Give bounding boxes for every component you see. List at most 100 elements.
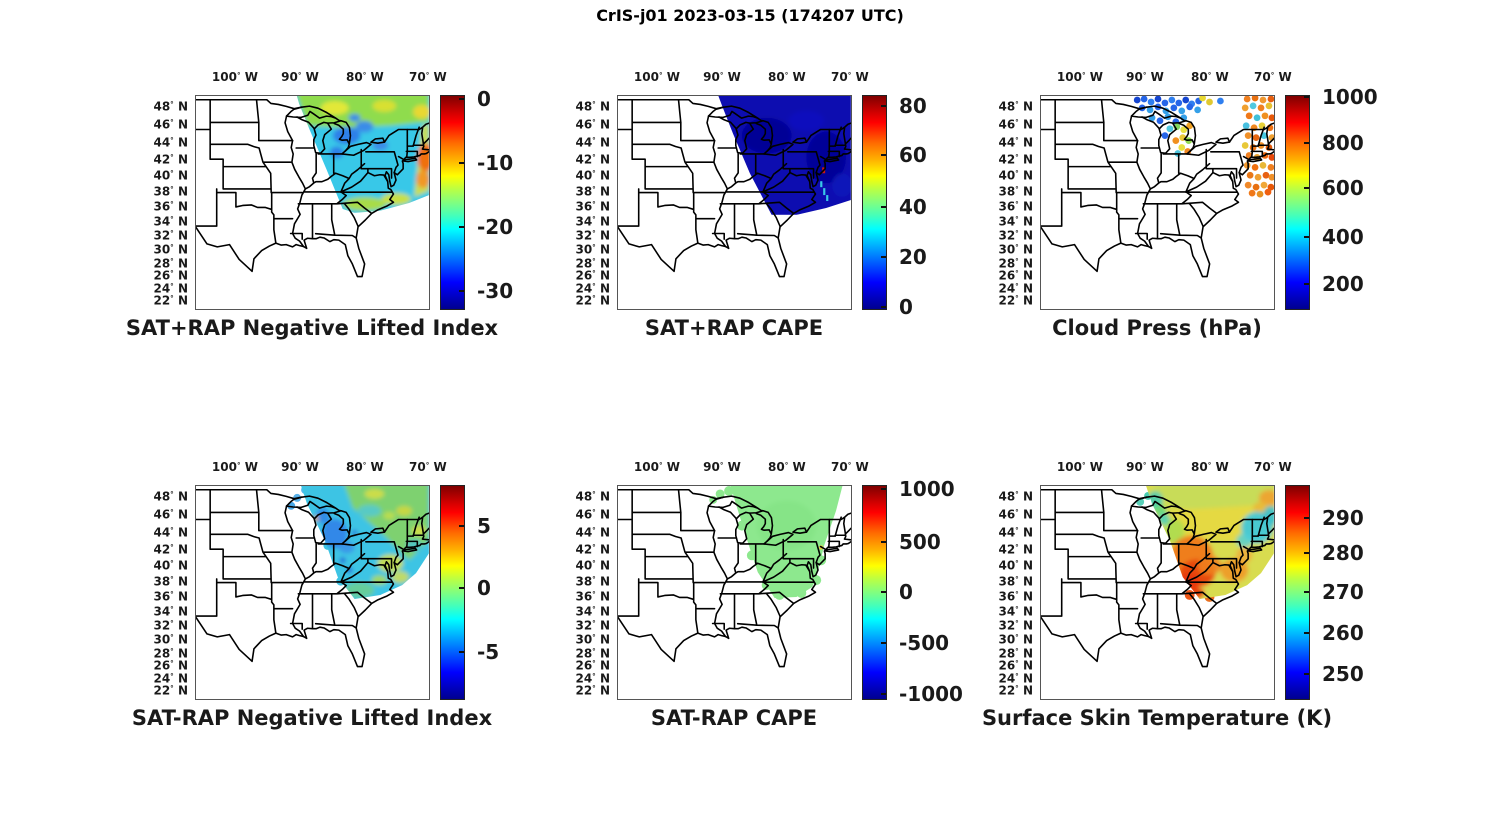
colorbar: 5 0 -5: [440, 485, 499, 700]
lat-tick-label: 24° N: [153, 671, 188, 686]
lat-tick-label: 42° N: [998, 542, 1033, 557]
lat-tick-label: 30° N: [153, 632, 188, 647]
panel-surface-skin-temp: 100° W 90° W 80° W 70° W 48° N 46° N 44° N 42°…: [982, 460, 1364, 730]
colorbar-tick: [881, 541, 886, 544]
colorbar-tick-label: 500: [899, 530, 941, 555]
lon-tick-label: 70° W: [831, 460, 869, 474]
lat-tick-label: 40° N: [575, 168, 610, 183]
lat-tick-label: 22° N: [153, 293, 188, 308]
lat-tick-label: 28° N: [575, 255, 610, 270]
colorbar-tick-label: -1000: [899, 682, 963, 707]
lat-tick-label: 32° N: [998, 618, 1033, 633]
lat-tick-label: 48° N: [575, 99, 610, 114]
colorbar-tick: [881, 590, 886, 593]
panel-title: SAT+RAP CAPE: [644, 316, 824, 340]
lat-tick-label: 22° N: [575, 683, 610, 698]
lat-tick-label: 22° N: [998, 293, 1033, 308]
lat-tick-label: 30° N: [575, 632, 610, 647]
colorbar-tick: [1304, 516, 1309, 519]
colorbar-gradient: [1286, 96, 1309, 309]
lon-tick-label: 70° W: [409, 70, 447, 84]
panel-sat-plus-rap-cape: 100° W 90° W 80° W 70° W 48° N 46° N 44° N 42°…: [575, 70, 926, 340]
lat-tick-label: 34° N: [998, 604, 1033, 619]
lat-tick-label: 32° N: [153, 618, 188, 633]
lat-tick-label: 24° N: [575, 281, 610, 296]
lon-tick-label: 100° W: [633, 70, 680, 84]
lon-tick-label: 100° W: [1056, 70, 1103, 84]
lat-tick-label: 46° N: [998, 117, 1033, 132]
lat-tick-label: 38° N: [575, 184, 610, 199]
colorbar-gradient: [1286, 486, 1309, 699]
lat-tick-label: 36° N: [153, 199, 188, 214]
map-frame: [195, 95, 430, 310]
colorbar-tick: [459, 162, 464, 165]
colorbar-tick-label: -20: [477, 214, 514, 239]
map-sat-minus-rap-nli: [196, 486, 429, 668]
colorbar-tick-label: 5: [477, 513, 491, 538]
lat-tick-label: 48° N: [153, 99, 188, 114]
panel-title: SAT-RAP Negative Lifted Index: [131, 706, 493, 730]
lat-tick-label: 38° N: [998, 184, 1033, 199]
colorbar: 1000 500 0 -500 -1000: [862, 477, 963, 706]
map-surface-skin-temp: [1041, 486, 1274, 668]
colorbar-tick-label: 0: [899, 579, 913, 604]
lat-tick-label: 44° N: [575, 135, 610, 150]
lat-tick-label: 38° N: [575, 574, 610, 589]
lat-tick-label: 34° N: [575, 214, 610, 229]
map-frame: [617, 95, 852, 310]
panel-cloud-press: 100° W 90° W 80° W 70° W 48° N 46° N 44° N 42°…: [998, 70, 1377, 340]
lat-tick-label: 32° N: [153, 228, 188, 243]
lon-tick-label: 100° W: [1056, 460, 1103, 474]
colorbar-tick: [1304, 591, 1309, 594]
lat-tick-label: 30° N: [998, 632, 1033, 647]
lat-tick-label: 38° N: [153, 574, 188, 589]
lon-tick-label: 80° W: [346, 70, 384, 84]
colorbar-tick: [1304, 673, 1309, 676]
lon-tick-label: 80° W: [1191, 460, 1229, 474]
lat-tick-label: 36° N: [998, 199, 1033, 214]
colorbar-tick-label: 40: [899, 194, 927, 219]
lat-tick-label: 34° N: [575, 604, 610, 619]
colorbar-tick-label: -30: [477, 279, 514, 304]
lat-tick-label: 48° N: [998, 489, 1033, 504]
colorbar-tick-label: 0: [477, 576, 491, 601]
panel-sat-minus-rap-nli: 100° W 90° W 80° W 70° W 48° N 46° N 44° N 42°…: [132, 460, 499, 730]
colorbar-gradient: [441, 96, 464, 309]
lat-tick-label: 34° N: [998, 214, 1033, 229]
lon-tick-label: 70° W: [1254, 460, 1292, 474]
map-frame: [1040, 485, 1275, 700]
colorbar-tick: [459, 97, 464, 100]
map-sat-minus-rap-cape: [618, 486, 851, 668]
lat-tick-label: 36° N: [575, 199, 610, 214]
colorbar-tick: [1304, 95, 1309, 98]
lat-tick-label: 28° N: [998, 645, 1033, 660]
lat-tick-label: 30° N: [998, 242, 1033, 257]
lat-tick-label: 40° N: [153, 168, 188, 183]
colorbar-tick-label: 0: [477, 86, 491, 111]
lat-tick-label: 30° N: [575, 242, 610, 257]
colorbar-tick-label: 290: [1322, 505, 1364, 530]
lat-tick-label: 30° N: [153, 242, 188, 257]
lat-tick-label: 24° N: [153, 281, 188, 296]
lat-tick-label: 26° N: [153, 658, 188, 673]
lat-tick-label: 24° N: [998, 671, 1033, 686]
colorbar-tick-label: 260: [1322, 620, 1364, 645]
colorbar-tick: [881, 154, 886, 157]
map-frame: [1040, 95, 1275, 310]
colorbar-tick-label: 0: [899, 295, 913, 320]
lat-tick-label: 46° N: [998, 507, 1033, 522]
lat-tick-label: 42° N: [153, 152, 188, 167]
colorbar-tick-label: -5: [477, 640, 500, 665]
colorbar-tick-label: 60: [899, 143, 927, 168]
lat-tick-label: 24° N: [998, 281, 1033, 296]
map-sat-plus-rap-nli: [196, 96, 429, 278]
colorbar-gradient: [863, 96, 886, 309]
figure-title: CrIS-j01 2023-03-15 (174207 UTC): [596, 6, 904, 25]
colorbar-tick-label: -500: [899, 630, 950, 655]
colorbar-tick-label: 200: [1322, 272, 1364, 297]
lat-tick-label: 26° N: [575, 658, 610, 673]
lat-tick-label: 32° N: [998, 228, 1033, 243]
map-frame: [617, 485, 852, 700]
lat-tick-label: 38° N: [998, 574, 1033, 589]
